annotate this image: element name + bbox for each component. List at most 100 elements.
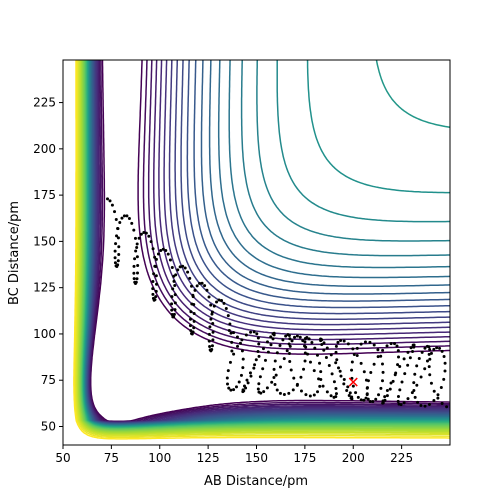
trajectory-point bbox=[127, 216, 131, 220]
trajectory-point bbox=[144, 231, 148, 235]
trajectory-point bbox=[173, 308, 177, 312]
trajectory-point bbox=[272, 333, 276, 337]
trajectory-point bbox=[349, 396, 353, 400]
trajectory-point bbox=[306, 352, 310, 356]
contour-line bbox=[77, 60, 450, 434]
trajectory-point bbox=[413, 395, 417, 399]
trajectory-point bbox=[217, 298, 221, 302]
trajectory-point bbox=[385, 344, 389, 348]
trajectory-point bbox=[415, 383, 419, 387]
trajectory-point bbox=[153, 264, 157, 268]
trajectory-point bbox=[329, 353, 333, 357]
trajectory-point bbox=[381, 370, 385, 374]
trajectory-point bbox=[355, 346, 359, 350]
trajectory-point bbox=[273, 359, 277, 363]
trajectory-point bbox=[149, 240, 153, 244]
trajectory-point bbox=[409, 346, 413, 350]
trajectory-point bbox=[117, 253, 121, 257]
trajectory-point bbox=[222, 301, 226, 305]
trajectory-point bbox=[412, 389, 416, 393]
trajectory-point bbox=[200, 281, 204, 285]
trajectory-point bbox=[429, 351, 433, 355]
trajectory-point bbox=[402, 401, 406, 405]
trajectory-point bbox=[246, 381, 250, 385]
x-axis-label: AB Distance/pm bbox=[204, 474, 308, 489]
trajectory-point bbox=[270, 380, 274, 384]
trajectory-point bbox=[186, 270, 190, 274]
trajectory-point bbox=[192, 326, 196, 330]
trajectory-point bbox=[307, 337, 311, 341]
trajectory-point bbox=[427, 352, 431, 356]
trajectory-point bbox=[190, 284, 194, 288]
trajectory-point bbox=[110, 203, 114, 207]
trajectory-point bbox=[173, 293, 177, 297]
trajectory-point bbox=[117, 245, 121, 249]
y-tick-label: 175 bbox=[33, 188, 56, 202]
trajectory-point bbox=[195, 284, 199, 288]
trajectory-point bbox=[120, 216, 124, 220]
trajectory-point bbox=[398, 388, 402, 392]
trajectory-point bbox=[354, 391, 358, 395]
trajectory-point bbox=[287, 391, 291, 395]
trajectory-point bbox=[288, 337, 292, 341]
trajectory-point bbox=[265, 386, 269, 390]
trajectory-point bbox=[282, 357, 286, 361]
trajectory-point bbox=[346, 342, 350, 346]
trajectory-point bbox=[207, 295, 211, 299]
trajectory-point bbox=[237, 380, 241, 384]
trajectory-point bbox=[254, 358, 258, 362]
trajectory-point bbox=[207, 339, 211, 343]
trajectory-point bbox=[336, 340, 340, 344]
trajectory-point bbox=[215, 300, 219, 304]
x-tick-label: 125 bbox=[197, 451, 220, 465]
trajectory-point bbox=[193, 288, 197, 292]
trajectory-point bbox=[240, 338, 244, 342]
trajectory-point bbox=[351, 384, 355, 388]
contour-line bbox=[76, 60, 450, 436]
trajectory-point bbox=[228, 322, 232, 326]
trajectory-point bbox=[192, 319, 196, 323]
trajectory-point bbox=[432, 347, 436, 351]
trajectory-point bbox=[436, 393, 440, 397]
trajectory-point bbox=[232, 331, 236, 335]
trajectory-point bbox=[416, 400, 420, 404]
trajectory-point bbox=[408, 356, 412, 360]
trajectory-point bbox=[335, 358, 339, 362]
trajectory bbox=[106, 197, 450, 409]
trajectory-point bbox=[241, 388, 245, 392]
trajectory-point bbox=[304, 393, 308, 397]
trajectory-point bbox=[154, 289, 158, 293]
trajectory-point bbox=[245, 378, 249, 382]
trajectory-point bbox=[161, 247, 165, 251]
trajectory-point bbox=[208, 348, 212, 352]
trajectory-point bbox=[304, 345, 308, 349]
trajectory-point bbox=[303, 337, 307, 341]
trajectory-point bbox=[256, 387, 260, 391]
trajectory-point bbox=[371, 400, 375, 404]
trajectory-point bbox=[352, 352, 356, 356]
trajectory-point bbox=[205, 288, 209, 292]
trajectory-point bbox=[164, 249, 168, 253]
trajectory-point bbox=[189, 310, 193, 314]
trajectory-point bbox=[303, 340, 307, 344]
trajectory-point bbox=[413, 372, 417, 376]
trajectory-point bbox=[350, 368, 354, 372]
trajectory-point bbox=[397, 355, 401, 359]
trajectory-point bbox=[172, 312, 176, 316]
trajectory-point bbox=[432, 399, 436, 403]
trajectory-point bbox=[135, 246, 139, 250]
trajectory-point bbox=[198, 281, 202, 285]
trajectory-point bbox=[271, 337, 275, 341]
trajectory-point bbox=[114, 242, 118, 246]
trajectory-point bbox=[274, 373, 278, 377]
trajectory-point bbox=[173, 301, 177, 305]
trajectory-point bbox=[209, 317, 213, 321]
trajectory-point bbox=[281, 338, 285, 342]
trajectory-point bbox=[135, 242, 139, 246]
trajectory-point bbox=[278, 391, 282, 395]
trajectory-point bbox=[432, 389, 436, 393]
trajectory-point bbox=[325, 390, 329, 394]
trajectory-point bbox=[154, 274, 158, 278]
trajectory-point bbox=[290, 339, 294, 343]
trajectory-point bbox=[439, 385, 443, 389]
